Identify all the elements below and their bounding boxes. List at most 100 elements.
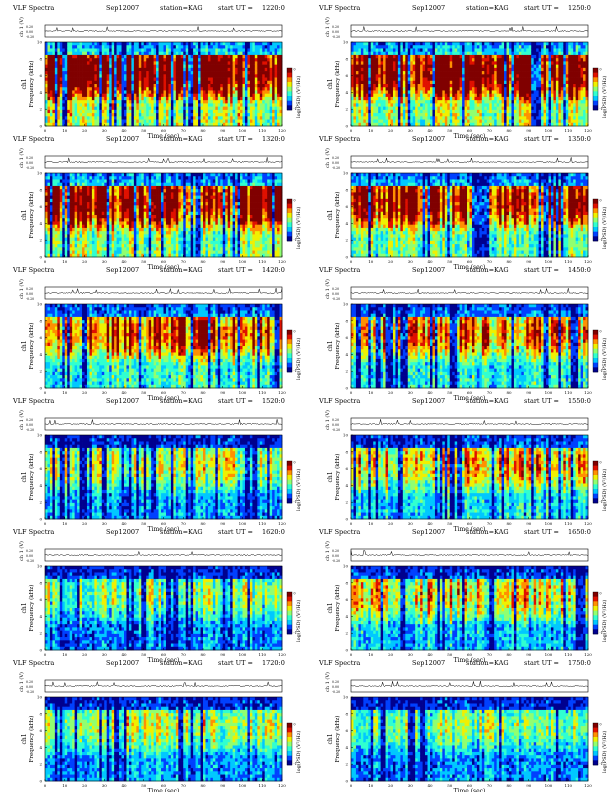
heatmap-cell [156,64,159,69]
heatmap-cell [257,113,261,117]
waveform-tick-label: -0.20 [332,35,340,39]
heatmap-cell [368,42,372,46]
heatmap-cell [412,106,416,111]
heatmap-cell [462,54,465,59]
heatmap-cell [210,93,214,98]
heatmap-cell [528,87,532,91]
heatmap-cell [99,103,103,107]
heatmap-cell [392,71,396,75]
heatmap-cell [484,87,488,91]
heatmap-cell [72,90,75,95]
heatmap-cell [420,84,423,88]
heatmap-cell [207,84,211,88]
heatmap-cell [82,87,85,91]
heatmap-cell [449,42,453,46]
heatmap-cell [380,93,384,98]
heatmap-cell [543,96,547,101]
heatmap-cell [131,87,135,91]
heatmap-cell [54,45,58,49]
heatmap-cell [395,122,399,127]
heatmap-cell [170,116,174,120]
heatmap-cell [203,64,206,69]
heatmap-cell [486,93,490,98]
heatmap-cell [385,80,389,85]
heatmap-cell [422,113,426,117]
heatmap-cell [52,116,56,120]
heatmap-cell [190,100,194,104]
heatmap-cell [397,45,401,49]
heatmap-cell [444,64,448,69]
heatmap-cell [215,84,219,88]
heatmap-cell [272,45,275,49]
heatmap-cell [249,113,253,117]
heatmap-cell [368,61,372,65]
heatmap-cell [99,45,103,49]
heatmap-cell [47,61,51,65]
heatmap-cell [254,77,258,82]
heatmap-cell [363,96,367,101]
heatmap-cell [89,93,93,98]
heatmap-cell [170,77,174,82]
heatmap-cell [217,64,221,69]
heatmap-cell [136,74,140,78]
heatmap-cell [272,64,275,69]
heatmap-cell [143,100,147,104]
heatmap-cell [99,84,103,88]
heatmap-cell [447,77,451,82]
heatmap-cell [82,90,85,95]
heatmap-cell [168,45,172,49]
heatmap-cell [518,113,522,117]
heatmap-cell [178,51,182,56]
heatmap-cell [146,106,150,111]
heatmap-cell [178,90,182,95]
heatmap-cell [198,74,201,78]
heatmap-cell [407,74,411,78]
heatmap-cell [279,80,283,85]
heatmap-cell [57,58,61,62]
heatmap-cell [479,93,483,98]
heatmap-cell [449,87,453,91]
heatmap-cell [558,80,562,85]
heatmap-cell [163,113,167,117]
heatmap-cell [54,93,58,98]
heatmap-cell [121,103,125,107]
waveform-line [44,25,283,33]
heatmap-cell [267,119,271,124]
heatmap-cell [578,42,581,46]
heatmap-cell [486,48,490,53]
heatmap-cell [397,119,401,124]
heatmap-cell [163,64,167,69]
heatmap-cell [47,119,51,124]
heatmap-cell [114,96,117,101]
heatmap-cell [52,80,56,85]
heatmap-cell [74,122,78,127]
heatmap-cell [64,54,68,59]
heatmap-cell [504,80,507,85]
heatmap-cell [452,67,456,72]
heatmap-cell [230,109,233,114]
heatmap-cell [370,67,374,72]
heatmap-cell [89,42,93,46]
heatmap-cell [106,122,110,127]
heatmap-cell [365,113,369,117]
heatmap-cell [380,61,384,65]
heatmap-cell [74,103,78,107]
heatmap-cell [397,90,401,95]
heatmap-cell [249,80,253,85]
heatmap-cell [128,71,132,75]
heatmap-cell [437,87,441,91]
heatmap-cell [368,58,372,62]
heatmap-cell [471,67,475,72]
heatmap-cell [528,96,532,101]
heatmap-cell [504,90,507,95]
heatmap-cell [180,100,184,104]
heatmap-cell [410,48,414,53]
heatmap-cell [198,116,201,120]
heatmap-cell [481,106,485,111]
heatmap-cell [264,45,268,49]
heatmap-cell [232,96,236,101]
heatmap-cell [277,109,280,114]
heatmap-cell [541,113,544,117]
heatmap-cell [119,106,122,111]
heatmap-cell [84,93,88,98]
